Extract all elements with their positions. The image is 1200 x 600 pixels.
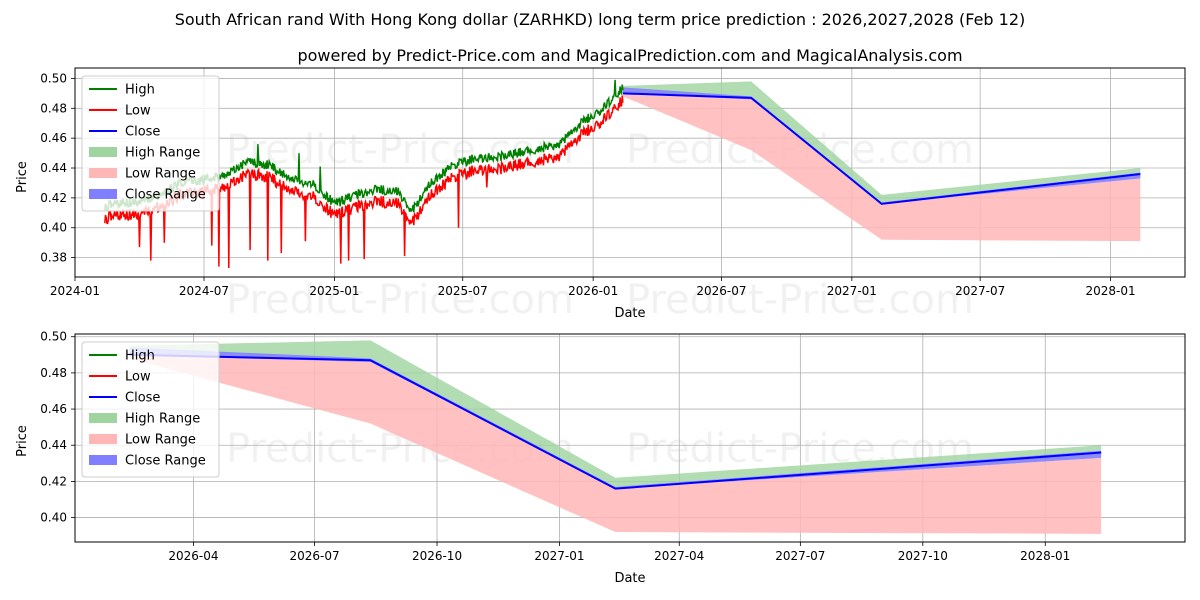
legend-label: High Range <box>125 412 200 427</box>
y-tick-label: 0.44 <box>40 438 67 452</box>
x-tick-label: 2026-07 <box>289 549 339 563</box>
bottom-panel: Predict-Price.com Predict-Price.com 2026… <box>15 330 1186 586</box>
top-panel: Predict-Price.com Predict-Price.com Pred… <box>15 67 1186 323</box>
axis-ticks: 2024-01 2024-07 2025-01 2025-07 2026-01 2026-… <box>40 71 1135 298</box>
x-tick-label: 2027-01 <box>534 549 584 563</box>
close-forecast-line <box>622 92 1141 205</box>
axes-frame <box>74 67 1186 278</box>
legend-label: Low Range <box>125 433 196 448</box>
chart-subtitle: powered by Predict-Price.com and Magical… <box>297 46 962 65</box>
legend-label: Close Range <box>125 454 206 469</box>
legend-swatch <box>89 434 117 444</box>
close-forecast-line <box>129 353 1102 490</box>
x-tick-label: 2026-10 <box>412 549 462 563</box>
low-range-band <box>129 351 1102 534</box>
legend-swatch <box>89 189 117 199</box>
legend-swatch <box>89 147 117 157</box>
x-tick-label: 2028-01 <box>1086 284 1136 298</box>
x-tick-label: 2025-07 <box>438 284 488 298</box>
x-tick-label: 2026-07 <box>696 284 746 298</box>
legend-label: Low <box>125 370 151 385</box>
y-tick-label: 0.48 <box>40 366 67 380</box>
legend: High Low Close High Range Low Range Close Ran… <box>81 75 220 212</box>
y-tick-label: 0.46 <box>40 131 67 145</box>
y-axis-label: Price <box>15 161 30 193</box>
x-tick-label: 2027-07 <box>775 549 825 563</box>
legend-label: Low Range <box>125 167 196 182</box>
y-tick-label: 0.48 <box>40 101 67 115</box>
x-tick-label: 2026-01 <box>568 284 618 298</box>
grid <box>74 68 1185 277</box>
y-tick-label: 0.50 <box>40 71 67 85</box>
y-tick-label: 0.40 <box>40 221 67 235</box>
low-range-band <box>622 90 1141 242</box>
legend-label: Close <box>125 125 160 140</box>
x-tick-label: 2027-04 <box>654 549 704 563</box>
y-tick-label: 0.46 <box>40 402 67 416</box>
x-tick-label: 2024-07 <box>179 284 229 298</box>
legend-swatch <box>89 168 117 178</box>
legend-label: High <box>125 83 155 98</box>
legend-label: High <box>125 349 155 364</box>
plot-area <box>129 340 1102 534</box>
y-tick-label: 0.50 <box>40 330 67 344</box>
x-tick-label: 2025-01 <box>309 284 359 298</box>
x-tick-label: 2027-10 <box>898 549 948 563</box>
legend: High Low Close High Range Low Range Close Ran… <box>81 341 220 478</box>
y-tick-label: 0.40 <box>40 511 67 525</box>
y-tick-label: 0.42 <box>40 191 67 205</box>
legend-swatch <box>89 455 117 465</box>
x-axis-label: Date <box>614 571 645 586</box>
y-tick-label: 0.44 <box>40 161 67 175</box>
watermark: Predict-Price.com <box>226 277 574 323</box>
x-tick-label: 2027-07 <box>955 284 1005 298</box>
x-tick-label: 2027-01 <box>827 284 877 298</box>
x-axis-label: Date <box>614 306 645 321</box>
y-tick-label: 0.38 <box>40 251 67 265</box>
x-tick-label: 2028-01 <box>1020 549 1070 563</box>
legend-label: Low <box>125 104 151 119</box>
legend-swatch <box>89 413 117 423</box>
watermark: Predict-Price.com <box>626 277 974 323</box>
y-tick-label: 0.42 <box>40 474 67 488</box>
y-axis-label: Price <box>15 425 30 457</box>
legend-label: Close Range <box>125 188 206 203</box>
chart-title: South African rand With Hong Kong dollar… <box>175 10 1026 29</box>
legend-label: High Range <box>125 146 200 161</box>
x-tick-label: 2026-04 <box>168 549 218 563</box>
axis-ticks: 2026-04 2026-07 2026-10 2027-01 2027-04 2027-… <box>40 330 1070 563</box>
x-tick-label: 2024-01 <box>50 284 100 298</box>
axes-frame <box>74 333 1186 543</box>
legend-label: Close <box>125 391 160 406</box>
